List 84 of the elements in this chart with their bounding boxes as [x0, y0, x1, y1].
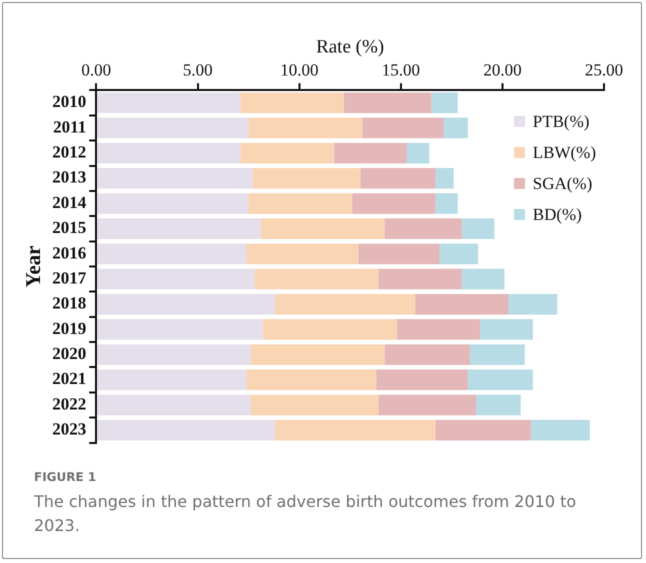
- bar: [435, 193, 458, 214]
- bar: [406, 142, 430, 164]
- bar: [358, 244, 440, 264]
- y-tick-label: 2015: [52, 218, 86, 238]
- y-tick-label: 2017: [52, 268, 87, 288]
- x-axis-title: Rate (%): [316, 36, 384, 58]
- bar: [352, 193, 436, 214]
- bar: [248, 193, 352, 214]
- x-tick-label: 25.00: [584, 60, 624, 80]
- x-tick-label: 0.00: [81, 60, 112, 80]
- bar: [334, 142, 407, 164]
- bar: [435, 420, 531, 441]
- y-tick-label: 2010: [52, 92, 86, 112]
- bar: [415, 294, 509, 315]
- bar: [97, 168, 253, 189]
- bar: [97, 218, 261, 240]
- bar: [344, 92, 432, 114]
- legend-label: PTB(%): [532, 112, 590, 132]
- bar: [444, 118, 468, 138]
- bar: [97, 142, 240, 164]
- bar: [97, 92, 240, 114]
- bar: [260, 218, 385, 240]
- bar: [476, 394, 521, 416]
- y-tick-label: 2018: [52, 294, 86, 313]
- bar: [252, 168, 360, 189]
- bar: [250, 394, 379, 416]
- legend-label: SGA(%): [532, 174, 592, 194]
- bar: [274, 420, 436, 441]
- bar: [97, 394, 251, 416]
- bar: [384, 218, 462, 240]
- bar: [530, 420, 590, 441]
- bar: [246, 370, 377, 390]
- bar: [97, 344, 251, 365]
- bar: [97, 244, 247, 264]
- x-tick-label: 5.00: [182, 60, 213, 80]
- x-tick-label: 15.00: [382, 60, 420, 80]
- bar: [246, 244, 358, 264]
- bar: [384, 344, 470, 365]
- x-tick-label: 20.00: [483, 60, 522, 80]
- y-tick-label: 2014: [52, 192, 87, 212]
- y-tick-label: 2020: [52, 344, 86, 364]
- y-tick-label: 2013: [52, 168, 86, 187]
- legend-label: BD(%): [532, 204, 582, 225]
- bar: [240, 92, 344, 114]
- y-tick-label: 2012: [52, 142, 86, 162]
- bar: [240, 142, 334, 164]
- bar: [97, 319, 263, 340]
- bar: [262, 319, 397, 340]
- bar: [470, 344, 525, 365]
- bar: [248, 118, 362, 138]
- y-tick-label: 2023: [52, 420, 86, 439]
- bar: [97, 193, 249, 214]
- bar: [376, 370, 468, 390]
- bar: [97, 118, 249, 138]
- text: The changes in the pattern of adverse birth outcomes from 2010 to 2023.: [34, 491, 578, 537]
- bar: [360, 168, 436, 189]
- bar: [97, 370, 247, 390]
- bar: [508, 294, 558, 315]
- y-tick-label: 2021: [52, 369, 86, 388]
- bar: [435, 168, 454, 189]
- bar: [378, 394, 476, 416]
- bar: [250, 344, 385, 365]
- caption: FIGURE 1: [34, 470, 98, 484]
- bar: [462, 218, 494, 240]
- bar: [97, 420, 275, 441]
- y-tick-label: 2022: [52, 394, 86, 414]
- y-tick-label: 2011: [53, 117, 86, 136]
- bar: [396, 319, 480, 340]
- bar: [431, 92, 458, 114]
- bar: [97, 268, 255, 290]
- bar: [97, 294, 275, 315]
- x-tick-label: 10.00: [280, 60, 318, 80]
- legend-label: LBW(%): [532, 142, 596, 163]
- y-axis-title: Year: [21, 246, 46, 288]
- bar: [362, 118, 444, 138]
- bar: [274, 294, 416, 315]
- bar: [462, 268, 504, 290]
- bar: [439, 244, 478, 264]
- bar: [468, 370, 533, 390]
- bar: [480, 319, 533, 340]
- y-tick-label: 2016: [52, 243, 86, 262]
- bar: [254, 268, 379, 290]
- y-tick-label: 2019: [52, 318, 86, 338]
- bar: [378, 268, 462, 290]
